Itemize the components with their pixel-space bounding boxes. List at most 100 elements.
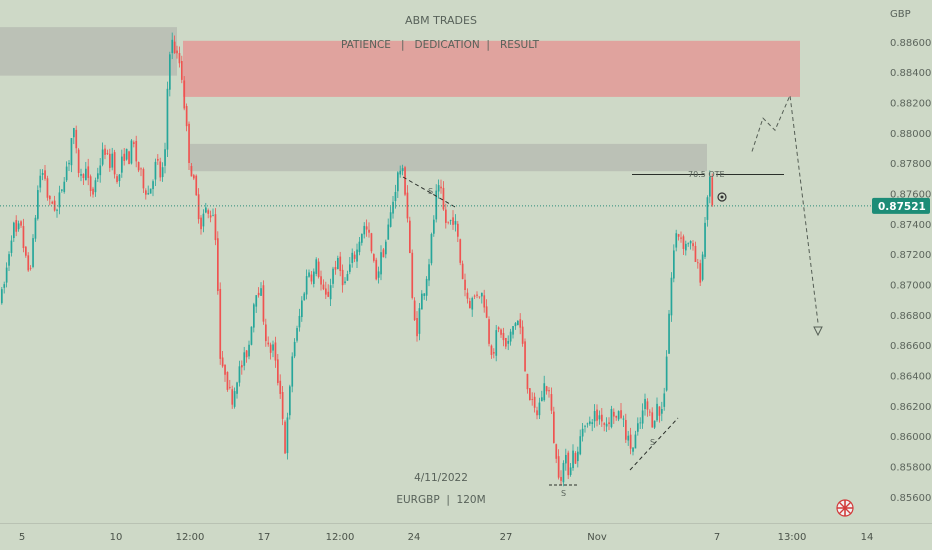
candle-body	[281, 392, 284, 419]
candle-body	[550, 394, 553, 411]
candle-body	[680, 237, 682, 239]
candle-body	[181, 60, 183, 80]
candle-body	[437, 185, 440, 192]
zones-layer	[0, 27, 800, 172]
candle-body	[101, 149, 104, 165]
candle-body	[548, 390, 550, 392]
candle-body	[373, 254, 375, 261]
candle-body	[531, 399, 534, 400]
candle-body	[116, 176, 118, 182]
candle-body	[658, 406, 661, 416]
upper-gray-zone[interactable]	[0, 27, 177, 76]
candle-body	[315, 259, 318, 274]
candle-body	[649, 411, 651, 413]
candle-body	[260, 288, 262, 296]
uk-flag-icon[interactable]	[836, 499, 854, 517]
candle-body	[488, 319, 490, 344]
candle-body	[543, 383, 546, 401]
candle-body	[169, 54, 171, 90]
candle-body	[152, 181, 154, 190]
candle-body	[589, 421, 591, 424]
candle-body	[536, 410, 538, 416]
candle-body	[310, 274, 313, 282]
candle-body	[413, 300, 416, 321]
candle-body	[41, 173, 44, 175]
candle-body	[255, 295, 258, 307]
candle-body	[226, 371, 229, 390]
candle-body	[507, 340, 510, 344]
x-tick-label: 7	[714, 532, 720, 543]
y-tick-label: 0.87000	[890, 280, 931, 291]
candle-body	[668, 313, 670, 354]
candle-body	[632, 447, 634, 452]
candle-body	[385, 241, 387, 255]
candle-body	[58, 192, 61, 208]
projection-path	[751, 93, 819, 323]
candle-body	[560, 476, 562, 481]
candle-body	[375, 259, 378, 280]
candle-body	[701, 254, 704, 280]
candle-body	[569, 467, 572, 475]
candle-body	[512, 326, 514, 335]
x-tick-label: 17	[258, 532, 271, 543]
candle-body	[63, 181, 66, 192]
candle-body	[145, 190, 147, 195]
candle-body	[509, 331, 512, 342]
candle-body	[123, 153, 126, 161]
candle-body	[610, 408, 613, 428]
candle-body	[97, 173, 99, 179]
candle-body	[394, 191, 397, 202]
middle-gray-zone[interactable]	[190, 143, 707, 172]
candle-body	[149, 188, 152, 194]
candle-body	[164, 149, 166, 166]
eye-icon[interactable]	[717, 192, 727, 202]
candle-body	[586, 423, 589, 425]
candle-body	[461, 263, 464, 280]
candle-body	[449, 219, 452, 221]
supply-zone[interactable]	[183, 40, 800, 97]
candle-body	[202, 213, 205, 227]
candle-body	[677, 234, 680, 237]
candle-body	[51, 201, 54, 204]
candle-body	[574, 452, 577, 464]
candle-body	[401, 168, 404, 172]
candle-body	[99, 165, 102, 176]
candle-body	[327, 291, 330, 297]
candle-body	[166, 88, 169, 150]
candle-body	[361, 233, 363, 243]
candle-body	[524, 341, 526, 372]
candle-body	[44, 170, 46, 179]
candle-body	[493, 352, 495, 354]
candle-body	[661, 409, 663, 414]
time-axis-labels[interactable]: 5 10 12:00 17 12:00 24 27 Nov 7 13:00 14	[19, 532, 874, 543]
candle-body	[596, 409, 598, 421]
price-axis[interactable]: GBP 0.886000.884000.882000.880000.878000…	[872, 9, 931, 504]
candle-body	[75, 129, 78, 149]
header-title: ABM TRADES	[405, 14, 477, 27]
candle-body	[241, 365, 243, 368]
candle-body	[284, 421, 286, 454]
candle-body	[358, 241, 361, 253]
candle-body	[584, 425, 586, 427]
candle-body	[130, 140, 133, 164]
candle-body	[380, 252, 382, 275]
candle-body	[118, 174, 121, 182]
candle-body	[541, 397, 543, 402]
candle-body	[301, 300, 303, 318]
candle-body	[195, 175, 198, 196]
candle-body	[601, 414, 603, 422]
candle-body	[421, 293, 423, 310]
candle-body	[13, 222, 15, 239]
candle-body	[490, 345, 493, 355]
candle-body	[615, 415, 618, 418]
candle-body	[262, 285, 265, 322]
candle-body	[646, 401, 649, 410]
candle-body	[363, 225, 366, 235]
candle-body	[325, 288, 327, 295]
candle-body	[694, 245, 697, 262]
footer-date: 4/11/2022	[414, 472, 468, 484]
y-tick-label: 0.88400	[890, 68, 931, 79]
candle-body	[289, 386, 291, 416]
candle-body	[577, 451, 579, 462]
